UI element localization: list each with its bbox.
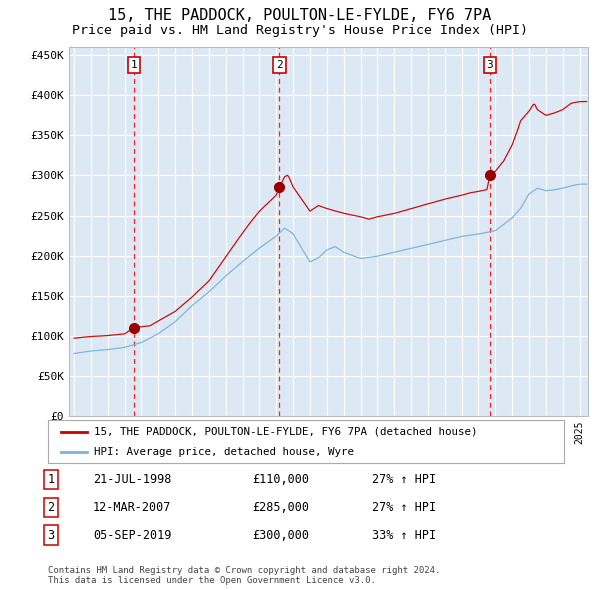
Text: £110,000: £110,000: [252, 473, 309, 486]
Text: 15, THE PADDOCK, POULTON-LE-FYLDE, FY6 7PA (detached house): 15, THE PADDOCK, POULTON-LE-FYLDE, FY6 7…: [94, 427, 478, 437]
Text: HPI: Average price, detached house, Wyre: HPI: Average price, detached house, Wyre: [94, 447, 355, 457]
Text: Contains HM Land Registry data © Crown copyright and database right 2024.
This d: Contains HM Land Registry data © Crown c…: [48, 566, 440, 585]
Text: 33% ↑ HPI: 33% ↑ HPI: [372, 529, 436, 542]
Text: 2: 2: [47, 501, 55, 514]
Text: £285,000: £285,000: [252, 501, 309, 514]
Text: 1: 1: [47, 473, 55, 486]
Text: 21-JUL-1998: 21-JUL-1998: [93, 473, 172, 486]
Text: 12-MAR-2007: 12-MAR-2007: [93, 501, 172, 514]
Text: 3: 3: [47, 529, 55, 542]
Text: 05-SEP-2019: 05-SEP-2019: [93, 529, 172, 542]
Text: 3: 3: [487, 60, 493, 70]
Text: Price paid vs. HM Land Registry's House Price Index (HPI): Price paid vs. HM Land Registry's House …: [72, 24, 528, 37]
Text: 27% ↑ HPI: 27% ↑ HPI: [372, 501, 436, 514]
Text: 1: 1: [131, 60, 137, 70]
Text: £300,000: £300,000: [252, 529, 309, 542]
Text: 2: 2: [276, 60, 283, 70]
Text: 27% ↑ HPI: 27% ↑ HPI: [372, 473, 436, 486]
Text: 15, THE PADDOCK, POULTON-LE-FYLDE, FY6 7PA: 15, THE PADDOCK, POULTON-LE-FYLDE, FY6 7…: [109, 8, 491, 23]
